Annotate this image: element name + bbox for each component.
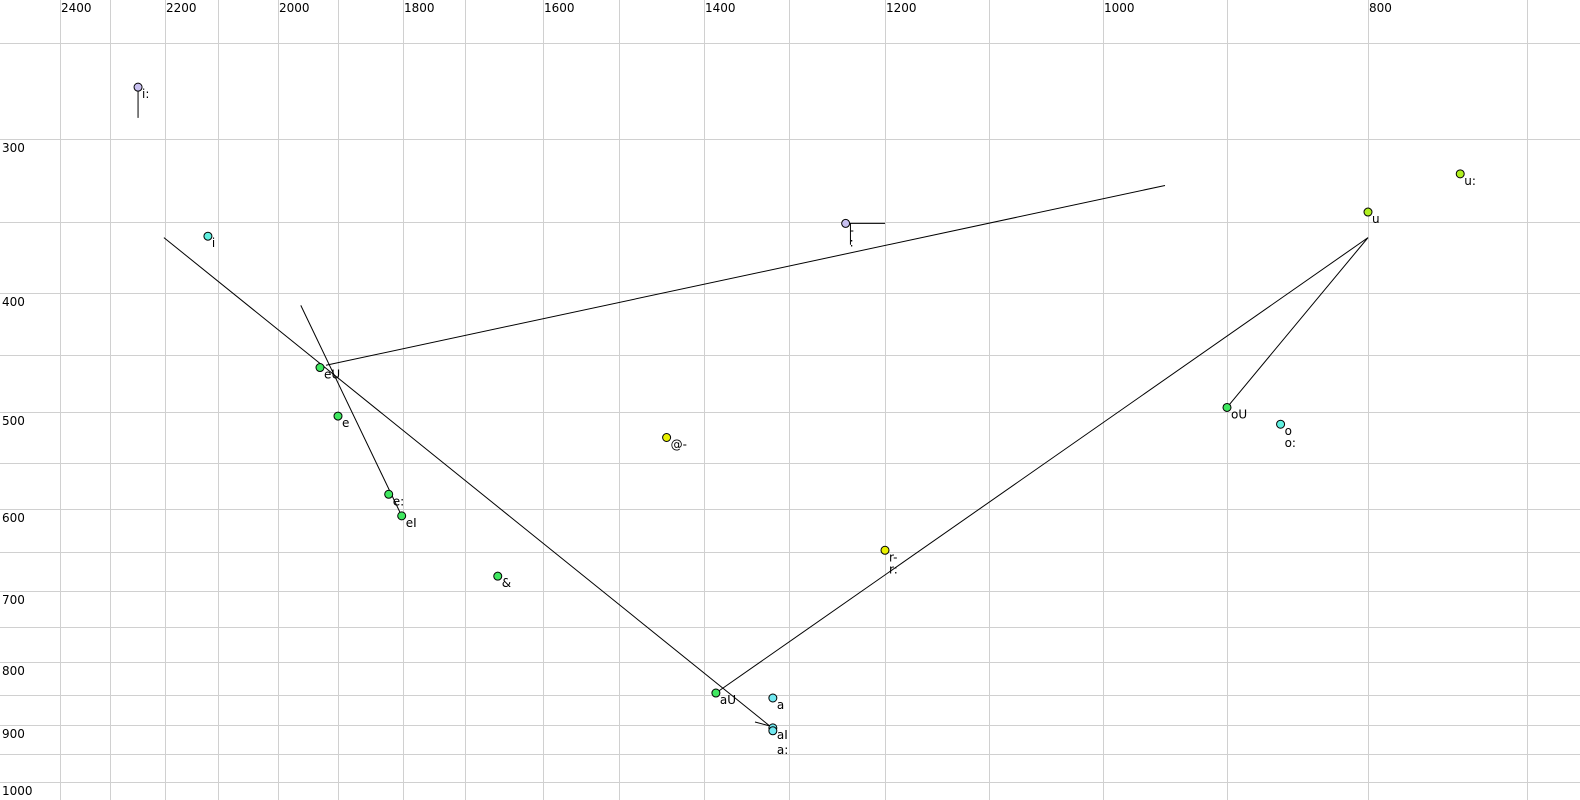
vowel-label: aI xyxy=(777,728,788,742)
vowel-point xyxy=(333,411,343,421)
vowel-point xyxy=(841,218,851,228)
x-tick-label: 2200 xyxy=(166,1,197,15)
vowel-trajectory xyxy=(163,237,774,729)
vowel-label: & xyxy=(502,576,511,590)
vowel-label: u xyxy=(1372,212,1380,226)
x-tick-label: 1600 xyxy=(544,1,575,15)
x-tick-label: 800 xyxy=(1369,1,1392,15)
vowel-label: r: xyxy=(889,562,898,576)
vowel-label: eI xyxy=(406,516,417,530)
vowel-point xyxy=(711,688,721,698)
x-tick-label: 1400 xyxy=(705,1,736,15)
vowel-point xyxy=(1276,419,1286,429)
y-tick-label: 300 xyxy=(2,141,25,155)
y-tick-label: 400 xyxy=(2,295,25,309)
vowel-label: a: xyxy=(777,743,788,757)
vowel-label: i: xyxy=(142,87,149,101)
x-tick-label: 1000 xyxy=(1104,1,1135,15)
x-tick-label: 2400 xyxy=(61,1,92,15)
vowel-trajectory xyxy=(300,305,403,517)
vowel-label: i xyxy=(212,236,215,250)
x-tick-label: 1200 xyxy=(886,1,917,15)
vowel-label: @- xyxy=(671,438,687,452)
vowel-trajectory xyxy=(1226,237,1369,408)
x-tick-label: 2000 xyxy=(279,1,310,15)
vowel-label: aU xyxy=(720,693,736,707)
vowel-point xyxy=(768,726,778,736)
vowel-point xyxy=(1363,207,1373,217)
vowel-point xyxy=(384,489,394,499)
y-tick-label: 800 xyxy=(2,664,25,678)
y-tick-label: 900 xyxy=(2,727,25,741)
vowel-trajectory xyxy=(715,237,1369,694)
vowel-point xyxy=(133,82,143,92)
vowel-trajectory xyxy=(325,184,1166,366)
x-tick-label: 1800 xyxy=(404,1,435,15)
vowel-point xyxy=(662,433,672,442)
vowel-label: e xyxy=(342,416,349,430)
vowel-label: o: xyxy=(1285,436,1296,450)
vowel-point xyxy=(315,363,325,373)
vowel-label: : xyxy=(850,235,854,249)
vowel-point xyxy=(1455,169,1465,179)
vowel-point xyxy=(1222,402,1232,412)
vowel-label: o xyxy=(1285,424,1292,438)
y-tick-label: 1000 xyxy=(2,784,33,798)
vowel-label: oU xyxy=(1231,407,1247,421)
vowel-label: u: xyxy=(1464,174,1476,188)
y-tick-label: 700 xyxy=(2,593,25,607)
vowel-point xyxy=(768,693,778,703)
y-tick-label: 600 xyxy=(2,511,25,525)
y-tick-label: 500 xyxy=(2,414,25,428)
vowel-point xyxy=(203,231,213,241)
vowel-label: e: xyxy=(393,494,404,508)
vowel-label: a xyxy=(777,698,784,712)
vowel-label: eU xyxy=(324,368,340,382)
vowel-label: - xyxy=(850,223,854,237)
vowel-point xyxy=(493,571,503,581)
vowel-label: r- xyxy=(889,550,898,564)
vowel-point xyxy=(397,511,407,521)
vowel-point xyxy=(880,545,890,555)
